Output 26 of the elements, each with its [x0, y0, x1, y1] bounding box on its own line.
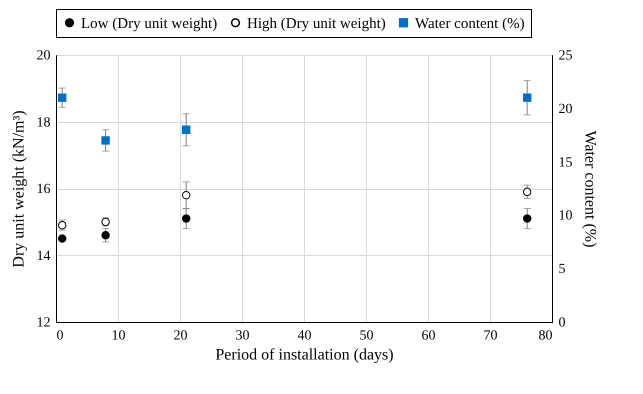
- y-tick-label: 12: [36, 316, 50, 330]
- x-tick-label: 40: [298, 328, 312, 344]
- y2-tick-label: 10: [558, 208, 572, 224]
- y2-tick-label: 5: [558, 262, 566, 278]
- x-axis-title: Period of installation (days): [215, 346, 394, 364]
- x-tick-label: 0: [56, 328, 64, 344]
- y-tick-label: 18: [36, 115, 50, 130]
- x-tick-label: 60: [422, 328, 436, 344]
- legend-label: Low (Dry unit weight): [81, 16, 218, 32]
- y-axis-title: Dry unit weight (kN/m³): [10, 110, 28, 268]
- y2-tick-label: 15: [558, 155, 572, 170]
- legend-label: Water content (%): [415, 16, 525, 32]
- legend-label: High (Dry unit weight): [247, 16, 386, 32]
- y2-tick-label: 25: [558, 48, 572, 64]
- y-tick-label: 14: [36, 248, 50, 264]
- y-tick-label: 20: [36, 48, 50, 64]
- y-tick-label: 16: [36, 182, 50, 197]
- y2-tick-label: 20: [558, 102, 572, 117]
- x-tick-label: 30: [236, 328, 250, 344]
- x-tick-label: 20: [174, 328, 188, 344]
- x-tick-label: 50: [360, 328, 374, 344]
- y2-tick-label: 0: [558, 316, 566, 330]
- x-tick-label: 80: [538, 328, 552, 344]
- x-tick-label: 70: [484, 328, 498, 344]
- y2-axis-title: Water content (%): [582, 130, 598, 248]
- x-tick-label: 10: [112, 328, 126, 344]
